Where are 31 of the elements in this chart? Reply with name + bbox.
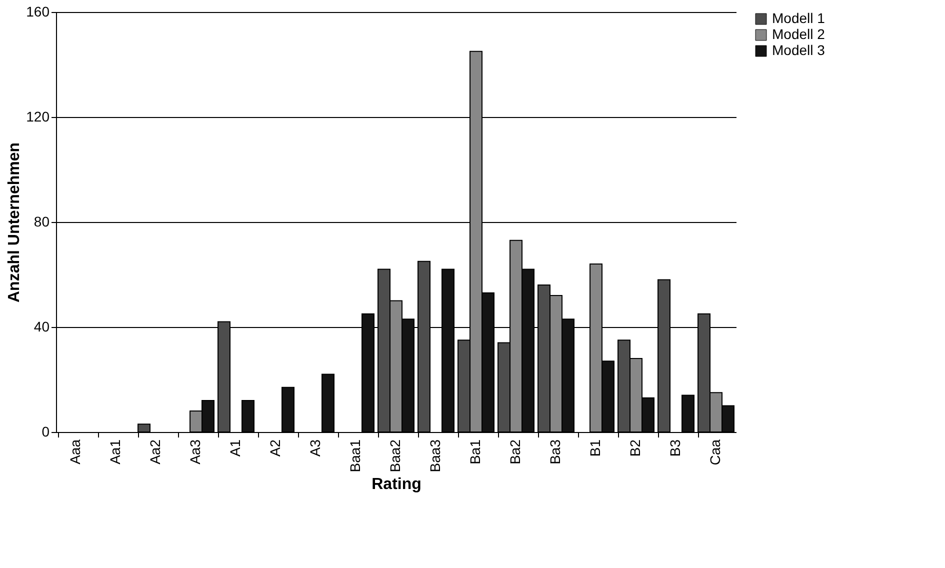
bar <box>282 386 294 432</box>
bar <box>242 400 254 432</box>
x-tick-label: Baa1 <box>347 439 363 472</box>
y-tick-label: 120 <box>26 108 50 124</box>
x-tick-label: A2 <box>267 439 283 457</box>
x-tick-label: Ba2 <box>507 439 523 464</box>
x-tick-label: Aa2 <box>147 439 163 464</box>
x-tick-label: Baa3 <box>427 439 443 472</box>
y-tick-label: 0 <box>42 424 50 440</box>
y-tick-label: 80 <box>34 214 50 230</box>
x-tick-label: B2 <box>627 439 643 457</box>
x-tick-label: B1 <box>587 439 603 457</box>
x-tick-label: Aaa <box>67 439 83 464</box>
bar <box>322 374 334 432</box>
x-tick-label: Ba1 <box>467 439 483 464</box>
x-tick-label: Aa1 <box>107 439 123 464</box>
legend-label: Modell 1 <box>772 10 826 26</box>
x-tick-label: A3 <box>307 439 323 457</box>
legend-label: Modell 2 <box>772 26 826 42</box>
x-tick-label: B3 <box>667 439 683 457</box>
y-tick-label: 40 <box>34 318 50 334</box>
x-axis-title: Rating <box>372 476 422 494</box>
y-tick-label: 160 <box>26 4 50 20</box>
x-tick-label: Aa3 <box>187 439 203 464</box>
x-tick-label: Caa <box>707 439 723 466</box>
x-tick-label: Ba3 <box>547 439 563 464</box>
x-tick-label: Baa2 <box>387 439 403 472</box>
y-axis-title: Anzahl Unternehmen <box>6 142 24 303</box>
x-tick-label: A1 <box>227 439 243 457</box>
legend-label: Modell 3 <box>772 42 826 58</box>
bar <box>682 394 694 432</box>
